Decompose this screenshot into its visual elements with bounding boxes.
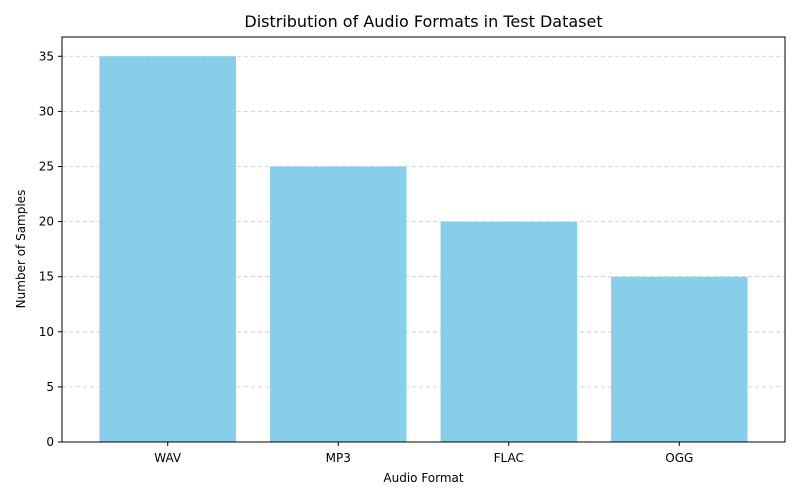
bars	[99, 56, 748, 443]
bar-flac	[440, 221, 577, 442]
x-tick-label-mp3: MP3	[326, 451, 351, 465]
y-tick-label-10: 10	[39, 325, 54, 339]
bar-wav	[99, 56, 236, 443]
y-tick-label-0: 0	[46, 435, 54, 449]
plot-frame	[61, 36, 786, 443]
x-ticks: WAV MP3 FLAC OGG	[154, 442, 693, 465]
bar-mp3	[270, 166, 407, 442]
y-tick-label-35: 35	[39, 49, 54, 63]
y-ticks: 0 5 10 15 20 25 30 35	[39, 49, 62, 449]
axes	[61, 36, 786, 443]
x-axis-label: Audio Format	[383, 471, 464, 485]
x-tick-label-ogg: OGG	[665, 451, 693, 465]
y-axis-label: Number of Samples	[14, 190, 28, 309]
y-tick-label-15: 15	[39, 270, 54, 284]
y-tick-label-25: 25	[39, 159, 54, 173]
bar-ogg	[611, 276, 748, 442]
y-tick-label-30: 30	[39, 104, 54, 118]
y-tick-label-5: 5	[46, 380, 54, 394]
chart-title: Distribution of Audio Formats in Test Da…	[244, 12, 602, 31]
x-tick-label-flac: FLAC	[494, 451, 524, 465]
x-tick-label-wav: WAV	[154, 451, 182, 465]
y-tick-label-20: 20	[39, 215, 54, 229]
